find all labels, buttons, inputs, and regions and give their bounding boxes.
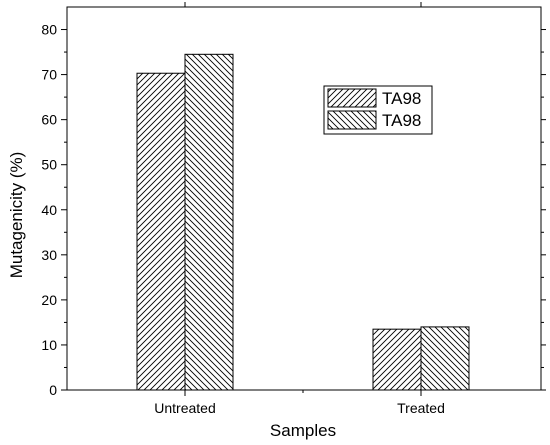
plot-frame xyxy=(66,6,542,391)
x-tick-label: Treated xyxy=(397,400,445,416)
y-axis: 0 10 20 30 40 50 60 70 80 xyxy=(41,22,546,398)
y-tick-label: 60 xyxy=(41,112,57,128)
bars xyxy=(136,53,470,391)
x-axis-title: Samples xyxy=(270,421,336,440)
bar xyxy=(184,53,234,391)
legend-swatch xyxy=(327,110,377,130)
legend-label: TA98 xyxy=(382,89,421,108)
legend: TA98 TA98 xyxy=(323,85,433,135)
x-axis: Untreated Treated xyxy=(154,2,445,416)
x-tick-label: Untreated xyxy=(154,400,215,416)
legend-label: TA98 xyxy=(382,111,421,130)
y-tick-label: 70 xyxy=(41,67,57,83)
y-axis-title: Mutagenicity (%) xyxy=(7,152,26,279)
bar xyxy=(420,326,470,391)
y-tick-label: 80 xyxy=(41,22,57,38)
bar xyxy=(136,72,186,391)
y-tick-label: 0 xyxy=(49,382,57,398)
y-tick-label: 10 xyxy=(41,337,57,353)
y-tick-label: 20 xyxy=(41,292,57,308)
legend-swatch xyxy=(327,88,377,108)
y-tick-label: 40 xyxy=(41,202,57,218)
bar xyxy=(372,328,422,391)
plot-border xyxy=(66,6,542,391)
y-tick-label: 50 xyxy=(41,157,57,173)
y-tick-label: 30 xyxy=(41,247,57,263)
